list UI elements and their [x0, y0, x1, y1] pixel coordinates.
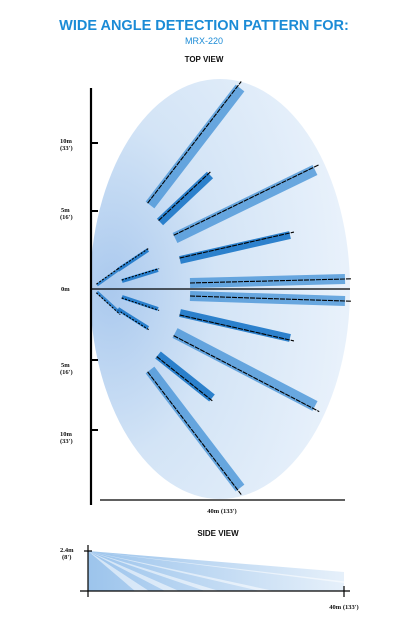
mark-10m-top: 10m [60, 138, 73, 145]
side-beam-4 [88, 551, 274, 591]
mark-10m-bottom: 10m [60, 431, 73, 438]
diagram-title: WIDE ANGLE DETECTION PATTERN FOR: [59, 18, 349, 34]
mark-5m-bottom: 5m [61, 362, 70, 369]
side-height-imperial: (8') [62, 554, 71, 561]
detection-zone-7 [179, 309, 291, 342]
zone-edge-line-7 [179, 314, 295, 342]
mark-5m-top-imperial: (16') [60, 214, 73, 221]
zone-edge-line-6 [189, 295, 352, 302]
detection-zones [95, 81, 352, 495]
detection-zone-16 [95, 290, 122, 315]
detection-zone-11 [116, 248, 150, 272]
model-name: MRX-220 [185, 36, 223, 46]
side-range-label: 40m (133') [329, 604, 358, 611]
side-view-beams [88, 551, 358, 591]
detection-zone-8 [172, 328, 318, 411]
side-beam-1 [88, 551, 149, 591]
detection-zone-2 [156, 171, 214, 226]
detection-zone-15 [96, 268, 119, 287]
side-coverage-area [88, 551, 344, 591]
zone-edge-line-13 [121, 297, 160, 311]
side-beam-5 [88, 551, 358, 583]
zone-edge-line-3 [173, 164, 320, 236]
detection-zone-9 [155, 351, 215, 402]
mark-10m-top-imperial: (33') [60, 145, 73, 152]
mark-0m: 0m [61, 286, 70, 293]
detection-zone-5 [189, 274, 346, 288]
zone-edge-line-12 [121, 268, 160, 281]
side-height-label: 2.4m [60, 547, 74, 554]
detection-zone-10 [145, 366, 245, 492]
detection-zone-12 [121, 268, 159, 283]
detection-zone-1 [145, 84, 245, 209]
mark-10m-bottom-imperial: (33') [60, 438, 73, 445]
mark-5m-top: 5m [61, 207, 70, 214]
zone-edge-line-8 [173, 335, 320, 413]
detection-zone-6 [189, 291, 346, 306]
detection-zone-14 [116, 307, 150, 330]
side-view-label: SIDE VIEW [197, 529, 239, 538]
side-beam-3 [88, 551, 219, 591]
top-view-label: TOP VIEW [185, 55, 224, 64]
detection-zone-3 [172, 165, 318, 243]
mark-5m-bottom-imperial: (16') [60, 369, 73, 376]
side-beam-2 [88, 551, 179, 591]
axis-ticks [91, 142, 98, 431]
zone-edge-line-10 [147, 371, 242, 495]
zone-edge-line-5 [189, 278, 352, 284]
top-range-label: 40m (133') [207, 508, 236, 515]
zone-edge-line-4 [179, 231, 295, 259]
zone-edge-line-1 [147, 81, 242, 204]
zone-edge-line-16 [95, 292, 121, 315]
zone-edge-line-15 [96, 268, 119, 285]
detection-zone-13 [121, 295, 159, 311]
zone-edge-line-14 [117, 309, 149, 331]
zone-edge-line-11 [117, 247, 149, 270]
detection-zone-4 [179, 231, 291, 264]
